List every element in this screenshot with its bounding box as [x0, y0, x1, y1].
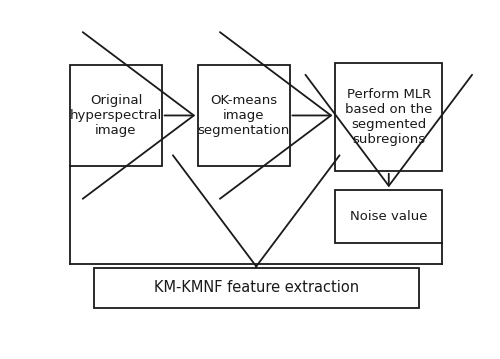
FancyBboxPatch shape	[94, 268, 419, 308]
FancyBboxPatch shape	[336, 190, 442, 243]
Text: OK-means
image
segmentation: OK-means image segmentation	[198, 94, 290, 137]
FancyBboxPatch shape	[70, 65, 162, 165]
FancyBboxPatch shape	[198, 65, 290, 165]
Text: Perform MLR
based on the
segmented
subregions: Perform MLR based on the segmented subre…	[345, 88, 432, 146]
Text: Original
hyperspectral
image: Original hyperspectral image	[70, 94, 162, 137]
Text: Noise value: Noise value	[350, 210, 428, 223]
FancyBboxPatch shape	[336, 63, 442, 171]
Text: KM-KMNF feature extraction: KM-KMNF feature extraction	[154, 280, 359, 295]
